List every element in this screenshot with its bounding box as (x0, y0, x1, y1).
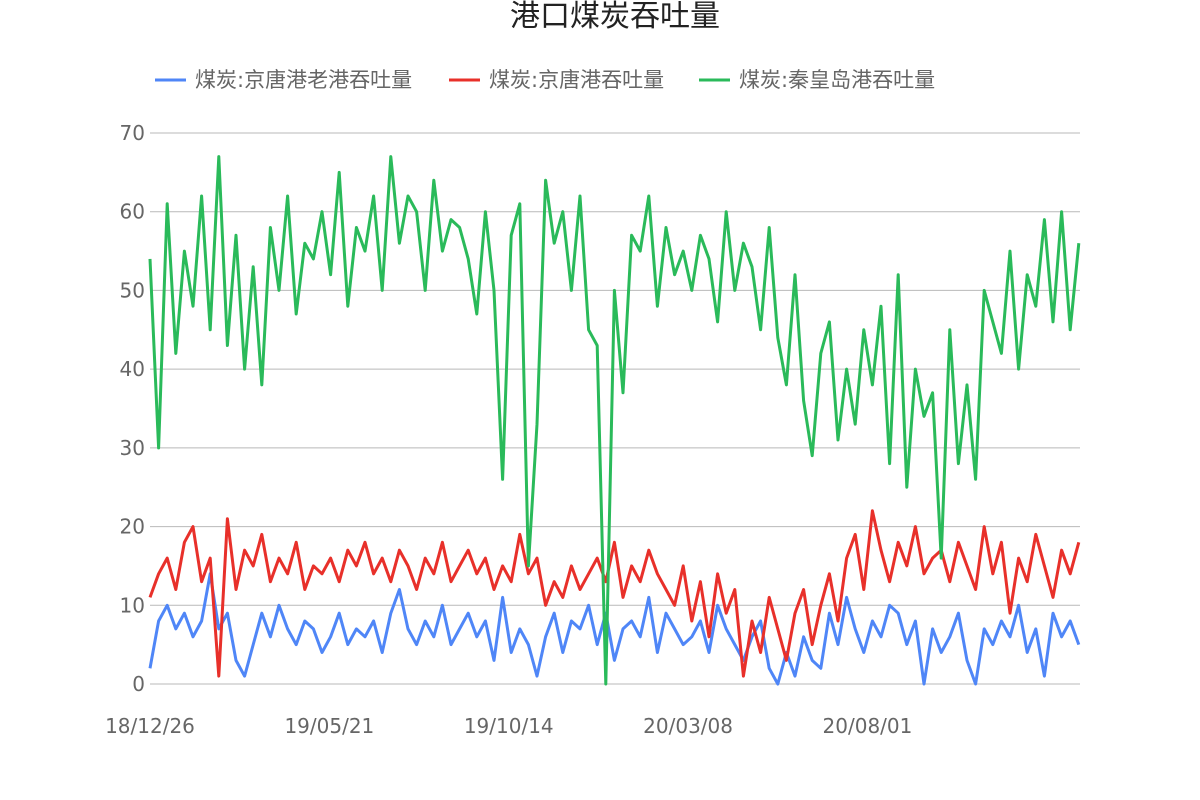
y-tick-label: 70 (120, 121, 145, 145)
x-tick-label: 20/03/08 (643, 714, 733, 738)
x-tick-label: 20/08/01 (823, 714, 913, 738)
x-tick-label: 19/10/14 (464, 714, 554, 738)
series-line-0 (148, 572, 1081, 686)
x-tick-label: 19/05/21 (284, 714, 374, 738)
y-tick-label: 30 (120, 436, 145, 460)
chart-title: 港口煤炭吞吐量 (510, 0, 720, 34)
y-tick-label: 0 (132, 672, 145, 696)
y-tick-label: 60 (120, 200, 145, 224)
series-line-1 (148, 509, 1081, 678)
legend: 煤炭:京唐港老港吞吐量 煤炭:京唐港吞吐量 煤炭:秦皇岛港吞吐量 (155, 68, 935, 92)
y-axis: 0 10 20 30 40 50 60 70 (120, 121, 145, 696)
plot-area (148, 155, 1081, 686)
y-tick-label: 10 (120, 593, 145, 617)
legend-label: 煤炭:秦皇岛港吞吐量 (739, 68, 935, 92)
y-tick-label: 50 (120, 278, 145, 302)
legend-label: 煤炭:京唐港吞吐量 (489, 68, 664, 92)
x-tick-label: 18/12/26 (105, 714, 195, 738)
legend-label: 煤炭:京唐港老港吞吐量 (195, 68, 412, 92)
y-tick-label: 40 (120, 357, 145, 381)
series-line-2 (148, 155, 1081, 686)
x-axis: 18/12/26 19/05/21 19/10/14 20/03/08 20/08/01 (105, 714, 912, 738)
y-tick-label: 20 (120, 515, 145, 539)
